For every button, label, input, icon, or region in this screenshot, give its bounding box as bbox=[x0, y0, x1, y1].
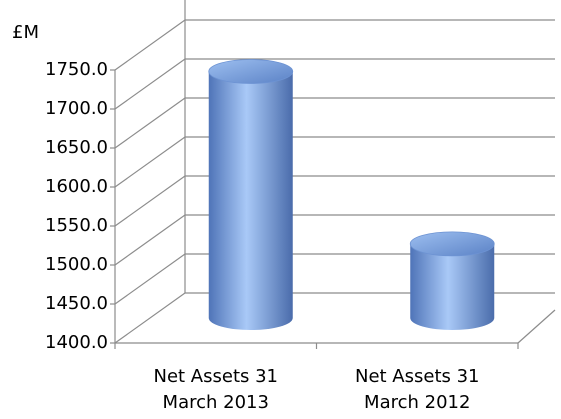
x-tick-label: Net Assets 31 March 2012 bbox=[354, 366, 480, 413]
y-tick-label: 1600.0 bbox=[45, 176, 108, 197]
grid-line bbox=[114, 175, 186, 227]
bar bbox=[410, 243, 495, 330]
grid-line bbox=[114, 58, 186, 110]
bar-top bbox=[208, 59, 294, 84]
y-tick-label: 1450.0 bbox=[45, 293, 108, 314]
floor-edge bbox=[517, 309, 556, 344]
y-tick-label: 1650.0 bbox=[45, 137, 108, 158]
y-tick-label: 1550.0 bbox=[45, 215, 108, 236]
grid-line bbox=[114, 292, 186, 344]
x-tick-label: Net Assets 31 March 2013 bbox=[153, 366, 279, 413]
grid-line bbox=[114, 253, 186, 305]
y-tick-label: 1750.0 bbox=[45, 59, 108, 80]
grid-line bbox=[114, 19, 186, 71]
chart-title: £M bbox=[12, 22, 39, 43]
y-tick-label: 1700.0 bbox=[45, 98, 108, 119]
bar bbox=[208, 71, 293, 331]
grid-line bbox=[114, 136, 186, 188]
y-tick-label: 1400.0 bbox=[45, 332, 108, 353]
grid-line bbox=[114, 97, 186, 149]
y-tick-label: 1500.0 bbox=[45, 254, 108, 275]
grid-line bbox=[114, 214, 186, 266]
bar-top bbox=[409, 231, 495, 257]
